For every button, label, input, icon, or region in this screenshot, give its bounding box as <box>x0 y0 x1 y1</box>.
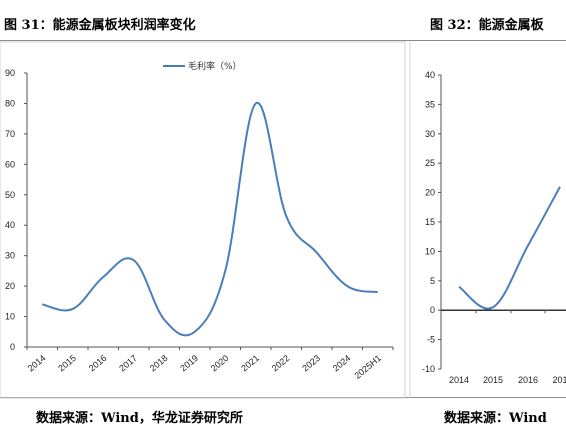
x-tick-label: 2015 <box>56 353 78 374</box>
y-tick-label: 25 <box>425 158 435 168</box>
y-tick-label: 40 <box>5 220 15 230</box>
chart-31-series <box>42 102 378 337</box>
y-tick-label: 30 <box>425 129 435 139</box>
figure-32-source: 数据来源：Wind <box>444 411 547 426</box>
y-tick-label: 5 <box>430 276 435 286</box>
top-divider <box>0 40 566 41</box>
x-tick-label: 2016 <box>87 353 109 374</box>
x-tick-label: 2021 <box>239 353 261 374</box>
figure-31-source: 数据来源：Wind，华龙证券研究所 <box>36 411 243 426</box>
y-tick-label: -5 <box>427 335 435 345</box>
chart-31-frame <box>0 41 406 399</box>
chart-31-axes: 0 10 20 30 40 50 60 70 80 90 2014 2015 2016 2017 2018 2… <box>5 68 394 381</box>
x-tick-label: 2014 <box>449 375 469 385</box>
y-tick-label: 35 <box>425 99 435 109</box>
figure-32-title: 图 32：能源金属板 <box>430 18 544 33</box>
x-tick-label: 201 <box>552 375 566 385</box>
figure-31-title: 图 31：能源金属板块利润率变化 <box>4 18 196 33</box>
legend-label: 毛利率（%） <box>188 60 242 72</box>
y-tick-label: 20 <box>5 281 15 291</box>
x-tick-label: 2014 <box>26 353 48 374</box>
y-tick-label: 10 <box>5 312 15 322</box>
y-tick-label: 30 <box>5 251 15 261</box>
series-line-gross-margin <box>42 102 378 337</box>
y-tick-label: 0 <box>10 342 15 352</box>
series-line-right <box>458 186 561 310</box>
y-tick-label: 80 <box>5 98 15 108</box>
chart-31-legend: 毛利率（%） <box>163 60 242 72</box>
chart-32-series <box>458 186 561 310</box>
y-tick-label: 10 <box>425 246 435 256</box>
chart-32-axes: -10 -5 0 5 10 15 20 25 30 35 40 2014 2015 2016 201 <box>422 70 566 385</box>
y-tick-label: 90 <box>5 68 15 78</box>
x-tick-label: 2018 <box>148 353 170 374</box>
y-tick-label: 20 <box>425 188 435 198</box>
y-tick-label: 60 <box>5 159 15 169</box>
x-tick-label: 2025H1 <box>352 353 383 381</box>
x-tick-label: 2017 <box>117 353 139 374</box>
y-tick-label: 40 <box>425 70 435 80</box>
y-tick-label: -10 <box>422 364 435 374</box>
x-tick-label: 2016 <box>518 375 538 385</box>
x-tick-label: 2020 <box>209 353 231 374</box>
y-tick-label: 0 <box>430 305 435 315</box>
y-tick-label: 50 <box>5 190 15 200</box>
x-tick-label: 2023 <box>300 353 322 374</box>
x-tick-label: 2022 <box>270 353 292 374</box>
y-tick-label: 15 <box>425 217 435 227</box>
x-tick-label: 2024 <box>331 353 353 374</box>
y-tick-label: 70 <box>5 129 15 139</box>
x-tick-label: 2019 <box>178 353 200 374</box>
x-tick-label: 2015 <box>483 375 503 385</box>
